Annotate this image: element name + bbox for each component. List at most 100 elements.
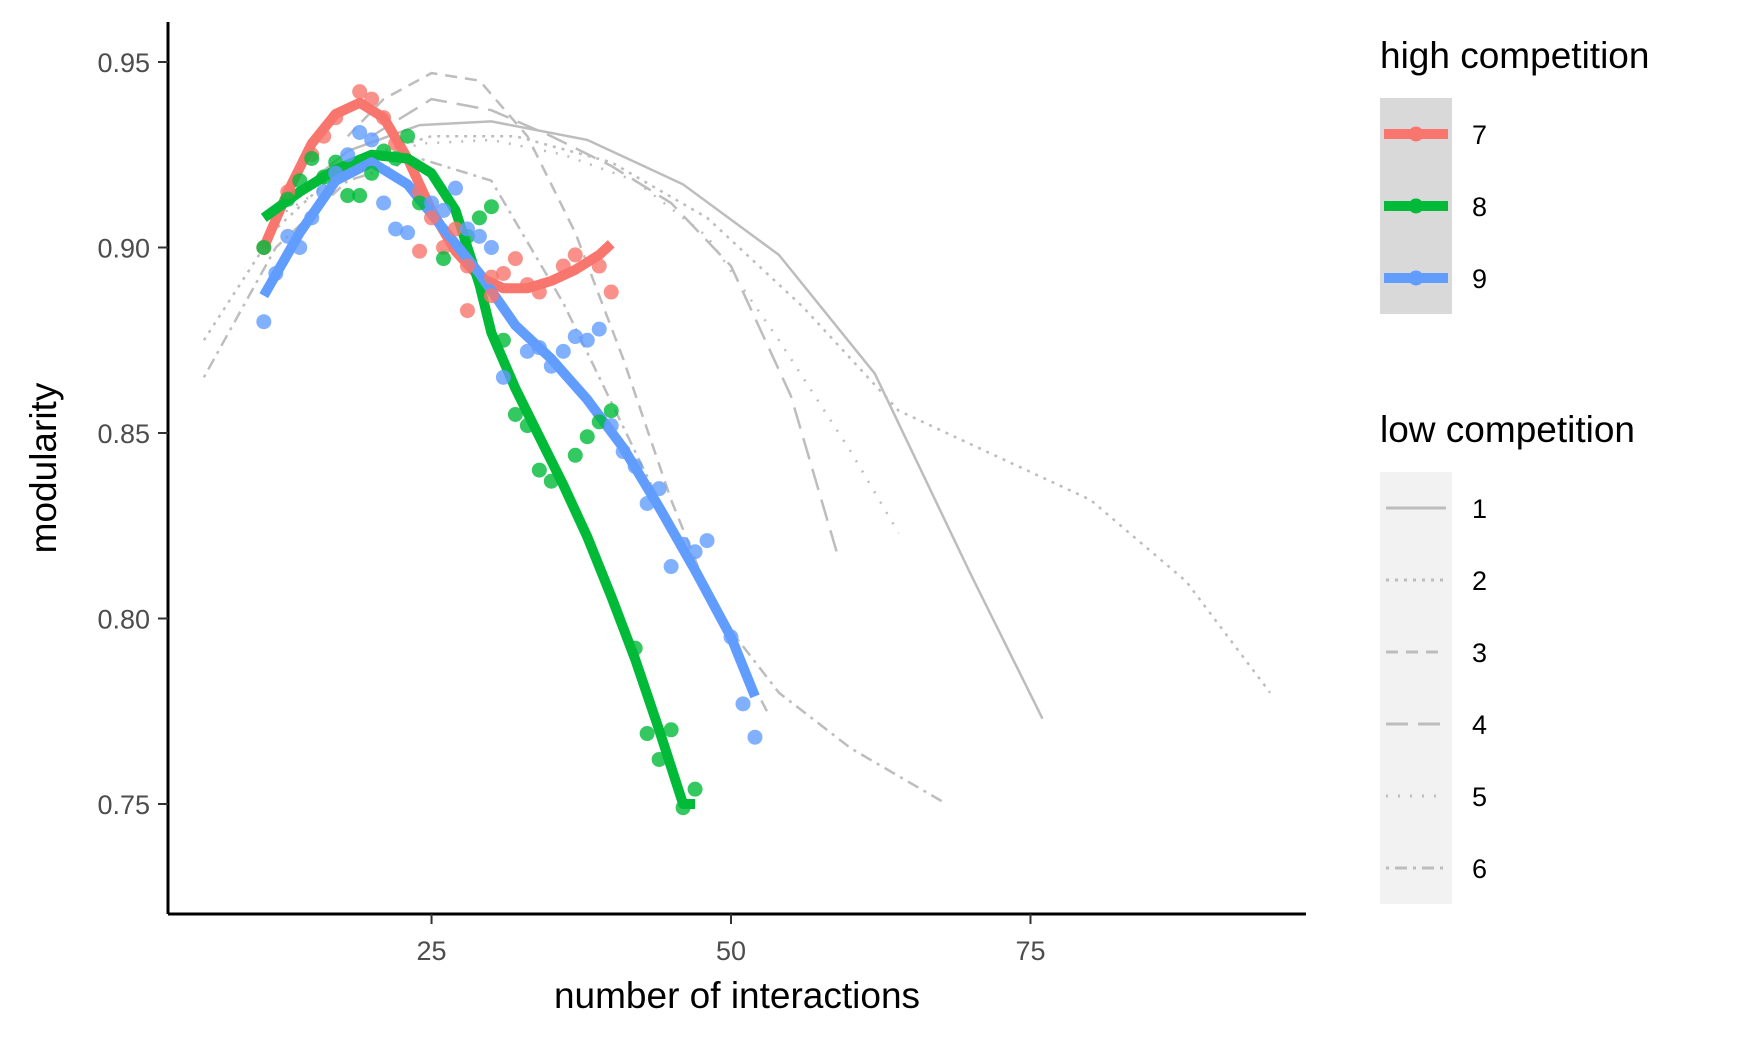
data-point-7: [603, 284, 619, 300]
data-point-9: [436, 202, 452, 218]
data-point-7: [483, 269, 499, 285]
data-point-7: [328, 110, 344, 126]
data-point-9: [639, 495, 655, 511]
data-point-8: [531, 462, 547, 478]
data-point-9: [519, 343, 535, 359]
data-point-7: [459, 303, 475, 319]
data-point-8: [352, 188, 368, 204]
data-point-9: [603, 418, 619, 434]
data-point-9: [531, 340, 547, 356]
fit-line-9: [259, 157, 760, 699]
data-point-8: [603, 403, 619, 419]
data-point-7: [412, 243, 428, 259]
data-point-8: [376, 143, 392, 159]
data-point-9: [735, 696, 751, 712]
data-point-8: [328, 154, 344, 170]
legend-label-2: 2: [1472, 566, 1487, 596]
legend-label-8: 8: [1472, 192, 1487, 222]
data-point-8: [675, 800, 691, 816]
data-point-9: [699, 533, 715, 549]
data-point-8: [639, 726, 655, 742]
data-point-7: [376, 110, 392, 126]
data-point-8: [400, 128, 416, 144]
legend-key-point-8: [1408, 198, 1424, 214]
data-point-8: [543, 473, 559, 489]
data-point-8: [579, 429, 595, 445]
data-point-9: [459, 221, 475, 237]
data-point-7: [352, 84, 368, 100]
data-point-8: [651, 751, 667, 767]
data-point-8: [507, 406, 523, 422]
data-point-9: [376, 195, 392, 211]
data-point-9: [651, 481, 667, 497]
data-point-8: [292, 173, 308, 189]
data-point-8: [567, 447, 583, 463]
legend-label-9: 9: [1472, 264, 1487, 294]
data-point-9: [316, 184, 332, 200]
data-point-8: [519, 418, 535, 434]
data-point-9: [675, 536, 691, 552]
legend-label-5: 5: [1472, 782, 1487, 812]
data-point-9: [567, 329, 583, 345]
data-point-7: [436, 240, 452, 255]
data-point-8: [256, 240, 272, 255]
low-competition-line-2: [202, 134, 1272, 694]
legend-label-7: 7: [1472, 120, 1487, 150]
data-point-8: [436, 251, 452, 267]
data-point-7: [447, 221, 463, 237]
data-point-8: [340, 188, 356, 204]
data-point-8: [663, 722, 679, 738]
data-point-9: [292, 240, 308, 255]
data-point-7: [507, 251, 523, 267]
x-axis-title: number of interactions: [554, 975, 920, 1016]
data-point-9: [328, 165, 344, 181]
data-point-9: [304, 210, 320, 226]
data-point-8: [591, 414, 607, 430]
data-point-7: [412, 184, 428, 200]
legend-label-6: 6: [1472, 854, 1487, 884]
data-point-8: [388, 150, 404, 166]
data-point-7: [424, 210, 440, 226]
data-point-7: [591, 258, 607, 274]
legend-key-point-7: [1408, 126, 1424, 142]
low-competition-line-1: [275, 120, 1044, 720]
fit-lines-layer: [259, 97, 760, 809]
data-point-9: [591, 321, 607, 337]
data-point-9: [256, 314, 272, 330]
data-point-9: [615, 444, 631, 460]
legend-label-4: 4: [1472, 710, 1487, 740]
data-point-9: [627, 458, 643, 474]
data-point-9: [364, 132, 380, 148]
legend-key-point-9: [1408, 270, 1424, 286]
data-point-9: [555, 343, 571, 359]
data-point-7: [555, 258, 571, 274]
points-layer: [256, 84, 763, 816]
data-point-8: [495, 332, 511, 348]
y-tick-label: 0.75: [97, 790, 150, 820]
data-point-9: [400, 225, 416, 241]
data-point-9: [447, 180, 463, 196]
data-point-9: [268, 265, 284, 281]
x-tick-label: 25: [417, 936, 447, 966]
data-point-7: [531, 284, 547, 300]
legend-title-high-competition: high competition: [1380, 35, 1649, 76]
x-tick-label: 75: [1015, 936, 1045, 966]
data-point-9: [483, 240, 499, 255]
data-point-7: [364, 91, 380, 107]
data-point-7: [459, 258, 475, 274]
data-point-8: [364, 165, 380, 181]
data-point-8: [483, 199, 499, 215]
data-point-9: [663, 559, 679, 575]
y-axis-title: modularity: [23, 382, 64, 553]
data-point-9: [747, 729, 763, 745]
data-point-9: [340, 147, 356, 163]
legend-title-low-competition: low competition: [1380, 409, 1635, 450]
data-point-9: [723, 629, 739, 645]
data-point-9: [424, 195, 440, 211]
data-point-8: [471, 210, 487, 226]
data-point-9: [579, 332, 595, 348]
axes-layer: 0.75 0.80 0.85 0.90 0.95 25 50 75: [97, 22, 1306, 966]
data-point-8: [316, 169, 332, 185]
